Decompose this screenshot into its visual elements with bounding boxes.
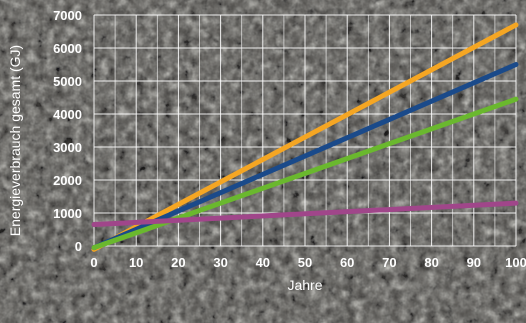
x-tick-label: 30 <box>213 255 227 270</box>
series-line-1 <box>91 22 519 252</box>
series-line-4 <box>91 200 519 228</box>
y-tick-label: 4000 <box>53 107 82 122</box>
x-tick-label: 80 <box>424 255 438 270</box>
y-tick-label: 7000 <box>53 8 82 23</box>
y-tick-label: 1000 <box>53 206 82 221</box>
y-tick-label: 6000 <box>53 41 82 56</box>
y-tick-label: 5000 <box>53 74 82 89</box>
y-tick-label: 0 <box>75 239 82 254</box>
x-tick-label: 100 <box>505 255 526 270</box>
y-tick-label: 3000 <box>53 140 82 155</box>
series-line-2 <box>91 62 519 251</box>
y-axis-title: Energieverbrauch gesamt (GJ) <box>7 45 23 236</box>
x-tick-label: 0 <box>90 255 97 270</box>
y-tick-label: 2000 <box>53 173 82 188</box>
y-tick-labels: 0 1000 2000 3000 4000 5000 6000 7000 <box>53 8 82 254</box>
x-tick-label: 10 <box>129 255 143 270</box>
x-tick-label: 40 <box>256 255 270 270</box>
x-tick-labels: 0 10 20 30 40 50 60 70 80 90 100 <box>90 255 526 270</box>
series-layer <box>91 22 519 252</box>
x-tick-label: 70 <box>382 255 396 270</box>
x-tick-label: 90 <box>467 255 481 270</box>
x-tick-label: 60 <box>340 255 354 270</box>
x-axis-title: Jahre <box>287 277 322 293</box>
x-tick-label: 20 <box>171 255 185 270</box>
x-tick-label: 50 <box>298 255 312 270</box>
